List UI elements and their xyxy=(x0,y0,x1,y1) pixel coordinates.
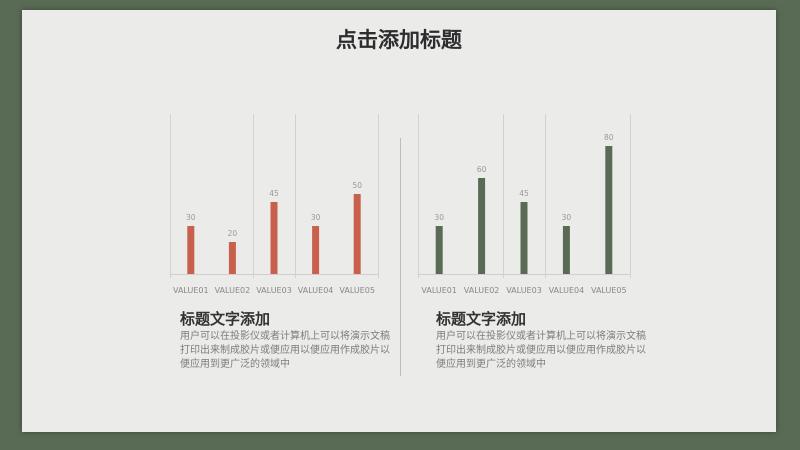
right-bar-chart: 30 VALUE01 60 VALUE02 45 VALUE03 30 VALUE04 80 VA… xyxy=(418,114,631,295)
right-chart-value-label-4: 30 xyxy=(562,213,572,222)
left-chart-tick-label-2: VALUE02 xyxy=(215,286,251,295)
right-chart-value-label-2: 60 xyxy=(477,165,487,174)
left-chart-bar-3 xyxy=(270,202,278,274)
right-chart-bar-5 xyxy=(605,146,613,274)
left-chart-tick-label-3: VALUE03 xyxy=(256,286,292,295)
right-chart-bar-3 xyxy=(520,202,528,274)
left-chart-value-label-5: 50 xyxy=(352,181,362,190)
panel-divider xyxy=(400,138,401,376)
right-chart-tick-label-1: VALUE01 xyxy=(421,286,457,295)
left-chart-bar-4 xyxy=(312,226,320,274)
left-chart-bar-5 xyxy=(353,194,361,274)
right-chart-value-label-5: 80 xyxy=(604,133,614,142)
right-chart-tick-label-3: VALUE03 xyxy=(506,286,542,295)
slide-title: 点击添加标题 xyxy=(336,28,462,52)
left-chart-tick-label-4: VALUE04 xyxy=(298,286,334,295)
left-chart-tick-label-5: VALUE05 xyxy=(339,286,375,295)
left-chart-value-label-2: 20 xyxy=(228,229,238,238)
right-chart-tick-label-2: VALUE02 xyxy=(464,286,500,295)
left-caption-title: 标题文字添加 xyxy=(180,310,271,328)
slide: 点击添加标题 30 VALUE01 20 VALUE02 45 VALUE03 30 VALU… xyxy=(22,10,776,432)
right-caption-title: 标题文字添加 xyxy=(436,310,527,328)
right-chart-bar-2 xyxy=(478,178,486,274)
left-caption-body: 用户可以在投影仪或者计算机上可以将演示文稿打印出来制成胶片或便应用以便应用作成胶… xyxy=(180,331,390,370)
left-bar-chart: 30 VALUE01 20 VALUE02 45 VALUE03 30 VALUE04 50 VA… xyxy=(170,114,379,295)
right-chart-value-label-3: 45 xyxy=(519,189,529,198)
right-chart-tick-label-4: VALUE04 xyxy=(549,286,585,295)
right-chart-value-label-1: 30 xyxy=(434,213,444,222)
right-chart-tick-label-5: VALUE05 xyxy=(591,286,627,295)
left-chart-bar-1 xyxy=(187,226,195,274)
left-chart-value-label-1: 30 xyxy=(186,213,196,222)
right-chart-bar-4 xyxy=(562,226,570,274)
left-chart-bar-2 xyxy=(228,242,236,274)
right-chart-bar-1 xyxy=(435,226,443,274)
right-caption-body: 用户可以在投影仪或者计算机上可以将演示文稿打印出来制成胶片或便应用以便应用作成胶… xyxy=(436,331,646,370)
left-chart-value-label-3: 45 xyxy=(269,189,279,198)
left-chart-value-label-4: 30 xyxy=(311,213,321,222)
left-chart-tick-label-1: VALUE01 xyxy=(173,286,209,295)
